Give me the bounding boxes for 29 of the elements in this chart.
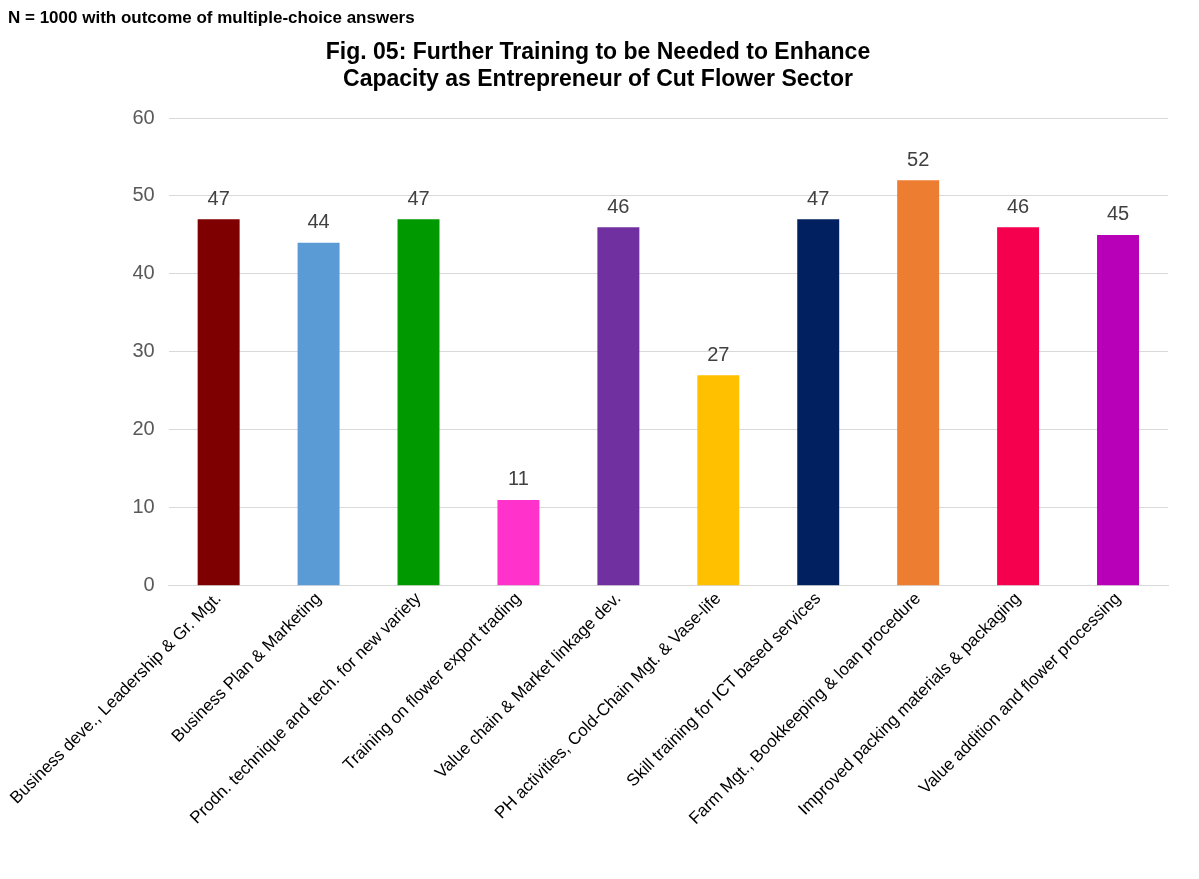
text: N = 1000 with outcome of multiple-choice answers	[8, 8, 416, 28]
bar	[697, 375, 740, 586]
bar	[597, 227, 640, 586]
bar	[297, 242, 340, 586]
y-tick-label: 0	[143, 573, 155, 596]
y-tick-label: 20	[132, 417, 155, 440]
bar	[197, 219, 240, 586]
bar	[497, 499, 540, 586]
data-label: 47	[407, 186, 430, 209]
bar	[397, 219, 440, 586]
chart-title: Fig. 05: Further Training to be Needed to Enhance Capacity as Entrepreneur of Cut Flower Sector	[324, 38, 872, 92]
bar	[997, 227, 1040, 586]
bar	[1097, 234, 1140, 586]
bar	[897, 180, 940, 586]
y-tick-label: 60	[132, 105, 155, 128]
data-label: 45	[1106, 202, 1130, 225]
y-tick-label: 40	[132, 261, 155, 284]
data-label: 47	[807, 186, 830, 209]
data-label: 27	[707, 342, 730, 365]
data-label: 46	[1006, 194, 1030, 217]
y-tick-label: 10	[132, 495, 155, 518]
y-tick-label: 30	[132, 339, 155, 362]
data-label: 44	[307, 210, 330, 233]
data-label: 47	[207, 186, 230, 209]
data-label: 52	[907, 147, 930, 170]
data-label: 11	[508, 467, 529, 490]
bar	[797, 219, 840, 586]
data-label: 46	[607, 194, 630, 217]
y-tick-label: 50	[132, 183, 155, 206]
